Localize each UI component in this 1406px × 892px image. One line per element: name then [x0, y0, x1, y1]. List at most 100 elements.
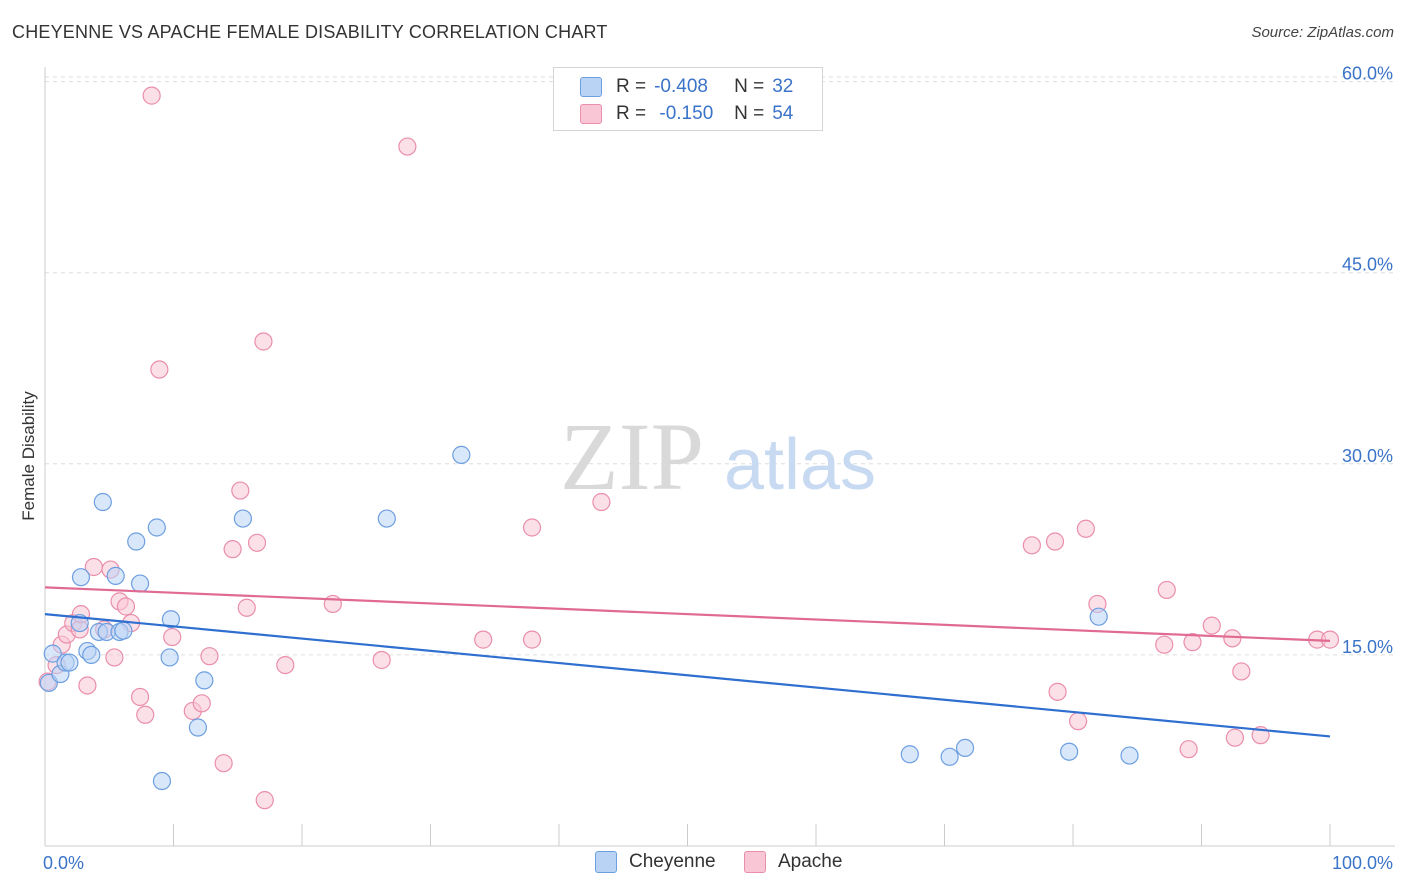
- y-tick-label: 60.0%: [1342, 64, 1393, 84]
- cheyenne-point: [900, 745, 919, 764]
- cheyenne-swatch: [595, 851, 617, 873]
- correlation-legend: R = -0.408 N = 32 R = -0.150 N = 54: [553, 67, 823, 131]
- cheyenne-trend-line: [44, 613, 1331, 738]
- apache-point: [231, 481, 250, 500]
- cheyenne-point: [114, 621, 133, 640]
- cheyenne-point: [152, 771, 172, 791]
- r-value: -0.150: [654, 103, 714, 124]
- apache-point: [276, 655, 295, 675]
- cheyenne-point: [43, 644, 62, 663]
- y-axis-label: Female Disability: [19, 391, 38, 521]
- apache-point: [247, 533, 267, 552]
- x-tick-label: 0.0%: [43, 853, 84, 873]
- apache-point: [1225, 728, 1245, 747]
- cheyenne-point: [127, 532, 146, 551]
- cheyenne-point: [233, 509, 252, 528]
- legend-row-apache: R = -0.150 N = 54: [580, 102, 793, 126]
- apache-point: [223, 540, 242, 559]
- cheyenne-point: [1060, 742, 1079, 761]
- apache-point: [142, 86, 161, 105]
- apache-point: [130, 687, 150, 707]
- apache-point: [255, 791, 274, 810]
- y-tick-label: 30.0%: [1342, 446, 1393, 466]
- apache-point: [1076, 519, 1095, 538]
- cheyenne-point: [71, 568, 91, 587]
- apache-point: [1022, 536, 1041, 555]
- cheyenne-point: [60, 653, 79, 672]
- apache-point: [254, 332, 273, 351]
- cheyenne-swatch: [580, 77, 602, 97]
- apache-point: [116, 597, 136, 616]
- cheyenne-point: [452, 445, 471, 464]
- n-label: N =: [734, 76, 765, 97]
- apache-point: [1232, 662, 1251, 681]
- legend-label: Apache: [778, 851, 843, 872]
- data-points: [38, 86, 1340, 810]
- apache-point: [237, 598, 256, 617]
- cheyenne-point: [160, 648, 179, 667]
- apache-point: [1157, 580, 1176, 600]
- trend-lines: [44, 586, 1331, 738]
- x-tick-label: 100.0%: [1332, 853, 1393, 873]
- r-label: R =: [616, 76, 647, 97]
- apache-point: [200, 647, 219, 666]
- apache-point: [136, 705, 155, 724]
- cheyenne-point: [1120, 746, 1139, 765]
- apache-point: [1155, 635, 1174, 654]
- apache-point: [1202, 616, 1221, 635]
- cheyenne-point: [188, 718, 208, 737]
- n-value: 32: [772, 76, 794, 97]
- cheyenne-point: [377, 509, 396, 528]
- apache-point: [398, 137, 417, 156]
- n-label: N =: [734, 103, 765, 124]
- legend-row-cheyenne: R = -0.408 N = 32: [580, 75, 793, 99]
- cheyenne-point: [106, 566, 125, 586]
- cheyenne-point: [130, 574, 150, 593]
- apache-point: [78, 676, 97, 695]
- legend-item-apache[interactable]: Apache: [744, 851, 842, 873]
- cheyenne-point: [940, 747, 959, 766]
- apache-point: [1223, 629, 1242, 648]
- cheyenne-point: [955, 738, 975, 758]
- apache-point: [1045, 532, 1065, 551]
- apache-point: [1048, 682, 1067, 701]
- apache-point: [1183, 633, 1202, 652]
- apache-point: [192, 694, 211, 713]
- r-value: -0.408: [654, 76, 708, 97]
- apache-point: [474, 630, 493, 649]
- cheyenne-point: [147, 518, 166, 537]
- cheyenne-point: [195, 671, 214, 690]
- apache-trend-line: [44, 586, 1331, 642]
- cheyenne-point: [82, 645, 101, 665]
- apache-point: [105, 648, 124, 667]
- series-legend: Cheyenne Apache: [0, 851, 1406, 877]
- apache-point: [522, 630, 542, 649]
- chart-title: CHEYENNE VS APACHE FEMALE DISABILITY COR…: [12, 22, 608, 42]
- apache-point: [522, 518, 542, 537]
- apache-point: [1179, 740, 1198, 759]
- r-label: R =: [616, 103, 647, 124]
- apache-point: [592, 492, 611, 512]
- axes: 15.0% 30.0% 45.0% 60.0% 0.0% 100.0%: [43, 64, 1395, 873]
- y-tick-label: 15.0%: [1342, 637, 1393, 657]
- apache-swatch: [580, 104, 602, 124]
- watermark-zip: ZIP: [560, 403, 704, 510]
- cheyenne-point: [93, 492, 112, 512]
- apache-point: [163, 627, 182, 647]
- apache-point: [372, 650, 391, 670]
- legend-label: Cheyenne: [629, 851, 716, 872]
- watermark-atlas: atlas: [724, 425, 876, 505]
- cheyenne-point: [161, 610, 181, 629]
- watermark: ZIP atlas: [560, 403, 876, 510]
- y-tick-label: 45.0%: [1342, 255, 1393, 275]
- legend-item-cheyenne[interactable]: Cheyenne: [595, 851, 716, 873]
- apache-point: [150, 360, 169, 379]
- grid-lines: [45, 76, 1395, 656]
- n-value: 54: [772, 103, 794, 124]
- source-label: Source: ZipAtlas.com: [1251, 24, 1394, 41]
- apache-point: [1069, 712, 1088, 731]
- apache-point: [323, 594, 342, 614]
- cheyenne-point: [1089, 607, 1108, 626]
- apache-swatch: [744, 851, 766, 873]
